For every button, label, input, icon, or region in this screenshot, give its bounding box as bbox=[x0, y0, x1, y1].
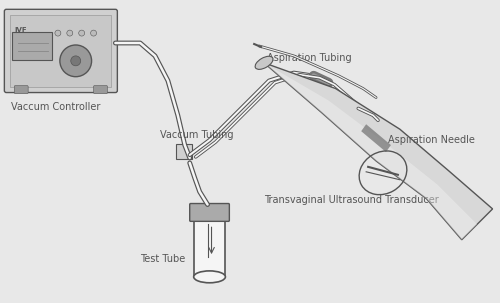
Text: Aspiration Tubing: Aspiration Tubing bbox=[267, 53, 351, 63]
FancyBboxPatch shape bbox=[14, 86, 28, 94]
FancyBboxPatch shape bbox=[194, 218, 226, 277]
Circle shape bbox=[60, 45, 92, 77]
Circle shape bbox=[55, 30, 61, 36]
Text: Vaccum Tubing: Vaccum Tubing bbox=[160, 130, 234, 140]
FancyBboxPatch shape bbox=[12, 32, 52, 60]
Circle shape bbox=[90, 30, 96, 36]
Polygon shape bbox=[361, 124, 391, 152]
Text: Aspiration Needle: Aspiration Needle bbox=[388, 135, 475, 145]
Text: Transvaginal Ultrasound Transducer: Transvaginal Ultrasound Transducer bbox=[264, 195, 439, 205]
Polygon shape bbox=[264, 63, 492, 240]
FancyBboxPatch shape bbox=[176, 144, 192, 159]
Text: IVF: IVF bbox=[14, 27, 27, 33]
FancyBboxPatch shape bbox=[10, 15, 112, 87]
Ellipse shape bbox=[194, 271, 226, 283]
Polygon shape bbox=[264, 63, 477, 240]
Circle shape bbox=[78, 30, 84, 36]
Circle shape bbox=[67, 30, 73, 36]
FancyBboxPatch shape bbox=[94, 86, 108, 94]
Text: Test Tube: Test Tube bbox=[140, 254, 186, 264]
FancyBboxPatch shape bbox=[190, 204, 230, 221]
Ellipse shape bbox=[255, 56, 273, 69]
Circle shape bbox=[71, 56, 81, 66]
FancyBboxPatch shape bbox=[4, 9, 117, 92]
Text: Vaccum Controller: Vaccum Controller bbox=[12, 102, 101, 112]
